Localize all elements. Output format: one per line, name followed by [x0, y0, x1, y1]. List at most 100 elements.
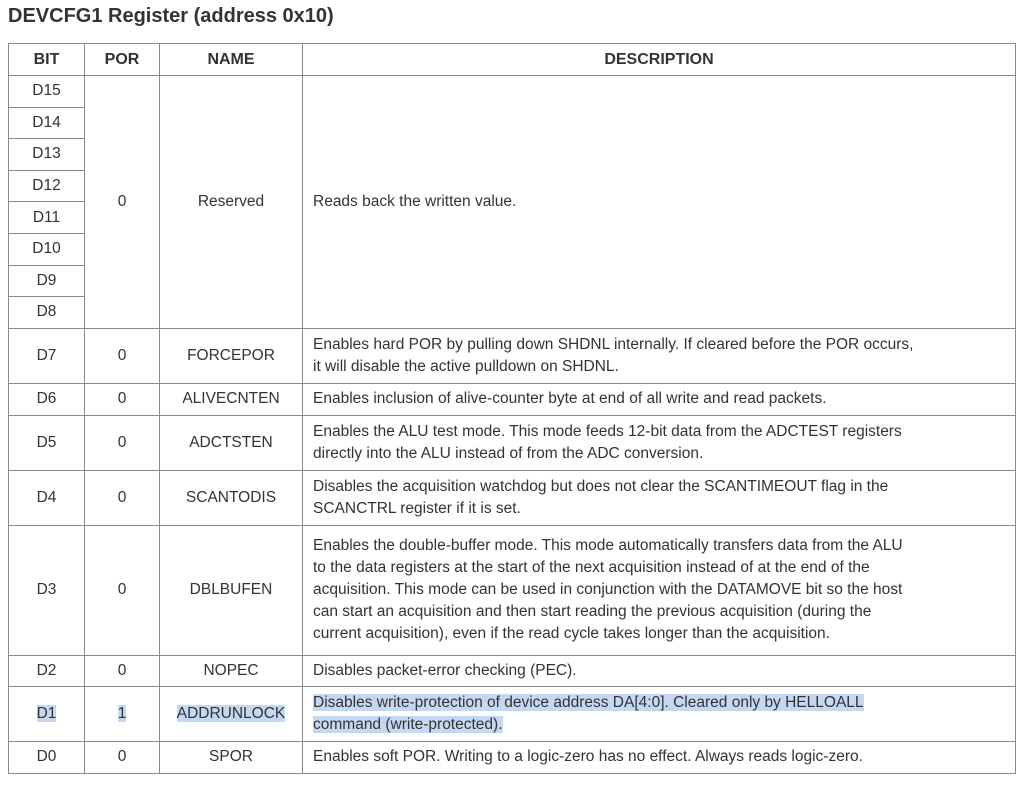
description-line: Reads back the written value. — [313, 192, 517, 210]
table-row: D11 — [8, 201, 1016, 234]
description-line: Disables packet-error checking (PEC). — [313, 660, 1005, 682]
description-text: command (write-protected). — [313, 715, 503, 733]
description-cell: Enables hard POR by pulling down SHDNL i… — [302, 327, 1016, 384]
table-row: D8 — [8, 296, 1016, 329]
por-cell-text: 0 — [117, 390, 127, 408]
bit-cell: D15 — [8, 75, 85, 108]
por-cell-text: 1 — [117, 704, 127, 722]
table-row: D13 — [8, 138, 1016, 171]
name-cell: ADCTSTEN — [159, 414, 303, 471]
bit-cell-text: D1 — [36, 704, 57, 722]
description-line: command (write-protected). — [313, 714, 1005, 736]
description-text: Enables the double-buffer mode. This mod… — [313, 537, 903, 555]
description-cell: Reads back the written value. — [302, 75, 1016, 329]
bit-cell: D1 — [8, 685, 85, 742]
description-text: Enables inclusion of alive-counter byte … — [313, 390, 827, 408]
name-cell-text: SCANTODIS — [185, 488, 277, 506]
por-cell-text: 0 — [117, 346, 127, 364]
name-cell-text: ADCTSTEN — [189, 433, 273, 451]
name-cell-text: FORCEPOR — [187, 346, 275, 364]
description-text: to the data registers at the start of th… — [313, 559, 870, 577]
description-cell: Enables the ALU test mode. This mode fee… — [302, 414, 1016, 471]
bit-cell: D0 — [8, 740, 85, 774]
description-text: directly into the ALU instead of from th… — [313, 444, 704, 462]
table-row: D0 0 SPOR Enables soft POR. Writing to a lo… — [8, 740, 1016, 774]
bit-cell: D6 — [8, 382, 85, 416]
bit-cell: D3 — [8, 524, 85, 656]
por-cell-text: 0 — [117, 433, 127, 451]
bit-cell: D11 — [8, 201, 85, 234]
name-cell-text: SPOR — [209, 748, 253, 766]
name-cell: DBLBUFEN — [159, 524, 303, 656]
description-cell: Disables the acquisition watchdog but do… — [302, 469, 1016, 526]
table-row: D1 1 ADDRUNLOCK Disables write-protection o… — [8, 685, 1016, 742]
header-por: POR — [84, 43, 160, 76]
por-cell: 0 — [84, 414, 160, 471]
description-line: Enables the ALU test mode. This mode fee… — [313, 421, 1005, 443]
table-row: D7 0 FORCEPOR Enables hard POR by pulling d… — [8, 327, 1016, 384]
description-text: Disables write-protection of device addr… — [313, 693, 864, 711]
por-cell: 0 — [84, 654, 160, 687]
bit-cell: D8 — [8, 296, 85, 329]
name-cell: ALIVECNTEN — [159, 382, 303, 416]
table-row: D5 0 ADCTSTEN Enables the ALU test mode. Th… — [8, 414, 1016, 471]
table-row: D10 — [8, 232, 1016, 266]
por-cell-text: 0 — [117, 661, 127, 679]
bit-cell-text: D7 — [36, 346, 57, 364]
description-text: can start an acquisition and then start … — [313, 603, 872, 621]
por-cell-text: 0 — [117, 581, 127, 599]
description-line: current acquisition), even if the read c… — [313, 623, 1005, 645]
table-row: D9 — [8, 264, 1016, 298]
bit-cell: D9 — [8, 264, 85, 298]
description-line: SCANCTRL register if it is set. — [313, 498, 1005, 520]
table-row: D3 0 DBLBUFEN Enables the double-buffer mod… — [8, 524, 1016, 656]
name-cell: Reserved — [159, 75, 303, 329]
bit-cell-text: D3 — [36, 581, 57, 599]
name-cell-text: ALIVECNTEN — [182, 390, 280, 408]
header-bit: BIT — [8, 43, 85, 76]
name-cell: NOPEC — [159, 654, 303, 687]
description-text: Enables soft POR. Writing to a logic-zer… — [313, 748, 863, 766]
header-row: BIT POR NAME DESCRIPTION — [8, 43, 1016, 76]
description-cell: Enables inclusion of alive-counter byte … — [302, 382, 1016, 416]
bit-cell: D13 — [8, 138, 85, 171]
name-cell: SCANTODIS — [159, 469, 303, 526]
header-name: NAME — [159, 43, 303, 76]
por-cell: 0 — [84, 740, 160, 774]
name-cell-text: ADDRUNLOCK — [176, 704, 286, 722]
bit-cell: D5 — [8, 414, 85, 471]
description-line: it will disable the active pulldown on S… — [313, 356, 1005, 378]
table-row: D2 0 NOPEC Disables packet-error checking (… — [8, 654, 1016, 687]
bit-cell-text: D5 — [36, 433, 57, 451]
por-cell: 0 — [84, 524, 160, 656]
description-line: Enables hard POR by pulling down SHDNL i… — [313, 334, 1005, 356]
bit-cell: D7 — [8, 327, 85, 384]
description-cell: Disables packet-error checking (PEC). — [302, 654, 1016, 687]
description-text: current acquisition), even if the read c… — [313, 625, 830, 643]
name-cell: FORCEPOR — [159, 327, 303, 384]
description-text: SCANCTRL register if it is set. — [313, 499, 521, 517]
register-title: DEVCFG1 Register (address 0x10) — [8, 5, 334, 27]
table-row: D4 0 SCANTODIS Disables the acquisition wat… — [8, 469, 1016, 526]
bit-cell-text: D6 — [36, 390, 57, 408]
description-text: Enables hard POR by pulling down SHDNL i… — [313, 335, 914, 353]
name-cell: ADDRUNLOCK — [159, 685, 303, 742]
description-line: can start an acquisition and then start … — [313, 601, 1005, 623]
por-cell: 0 — [84, 327, 160, 384]
header-description: DESCRIPTION — [302, 43, 1016, 76]
por-cell: 0 — [84, 75, 160, 329]
bit-cell: D14 — [8, 106, 85, 140]
description-line: acquisition. This mode can be used in co… — [313, 579, 1005, 601]
description-line: Enables the double-buffer mode. This mod… — [313, 535, 1005, 557]
description-line: to the data registers at the start of th… — [313, 557, 1005, 579]
description-text: it will disable the active pulldown on S… — [313, 357, 619, 375]
description-line: Enables inclusion of alive-counter byte … — [313, 388, 1005, 410]
description-text: Enables the ALU test mode. This mode fee… — [313, 422, 902, 440]
table-row: D14 — [8, 106, 1016, 140]
description-line: Enables soft POR. Writing to a logic-zer… — [313, 746, 1005, 768]
description-cell: Enables soft POR. Writing to a logic-zer… — [302, 740, 1016, 774]
description-text: acquisition. This mode can be used in co… — [313, 581, 903, 599]
name-cell-text: NOPEC — [203, 661, 259, 679]
description-line: Disables write-protection of device addr… — [313, 692, 1005, 714]
bit-cell-text: D2 — [36, 661, 57, 679]
